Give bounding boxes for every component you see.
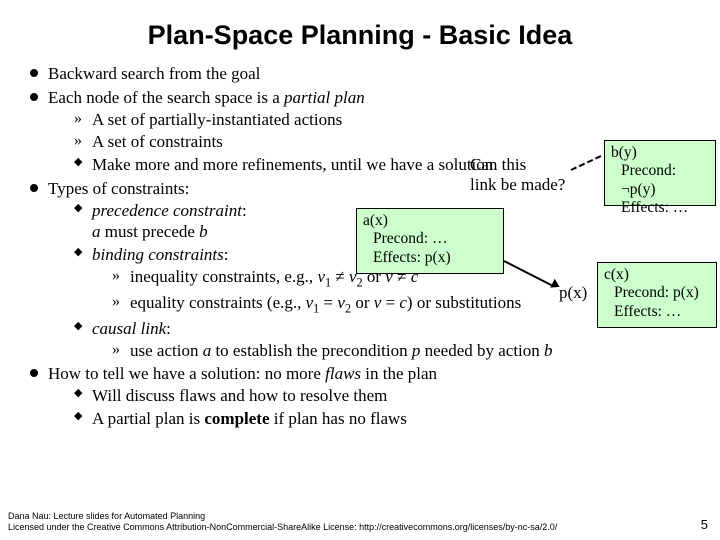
- q-line1: Can this: [470, 155, 526, 174]
- text: use action: [130, 341, 203, 360]
- footer-line2: Licensed under the Creative Commons Attr…: [8, 522, 557, 532]
- text: :: [224, 245, 229, 264]
- v: v: [317, 267, 325, 286]
- text: Backward search from the goal: [48, 64, 260, 83]
- text-italic: causal link: [92, 319, 166, 338]
- box-b: b(y) Precond: ¬p(y) Effects: …: [604, 140, 716, 206]
- text: needed by action: [420, 341, 544, 360]
- text-italic: b: [199, 222, 208, 241]
- text-italic: flaws: [325, 364, 361, 383]
- bullet-2: Each node of the search space is a parti…: [28, 87, 698, 176]
- text-italic: precedence constraint: [92, 201, 242, 220]
- footer: Dana Nau: Lecture slides for Automated P…: [8, 511, 692, 532]
- text: in the plan: [361, 364, 437, 383]
- px-label: p(x): [559, 283, 587, 303]
- footer-line1: Dana Nau: Lecture slides for Automated P…: [8, 511, 205, 521]
- text: equality constraints (e.g.,: [130, 293, 306, 312]
- text-italic: binding constraints: [92, 245, 224, 264]
- bullet-4: How to tell we have a solution: no more …: [28, 363, 698, 429]
- text: How to tell we have a solution: no more: [48, 364, 325, 383]
- v: v: [337, 293, 345, 312]
- box-c: c(x) Precond: p(x) Effects: …: [597, 262, 717, 328]
- sub2-bullet: use action a to establish the preconditi…: [112, 340, 698, 362]
- page-number: 5: [701, 517, 708, 532]
- text: =: [319, 293, 337, 312]
- box-b-precond: Precond: ¬p(y): [611, 162, 709, 199]
- text: Each node of the search space is a: [48, 88, 284, 107]
- text: to establish the precondition: [211, 341, 412, 360]
- c: c: [399, 293, 407, 312]
- text: A partial plan is: [92, 409, 204, 428]
- a: a: [203, 341, 212, 360]
- box-c-name: c(x): [604, 266, 710, 284]
- text: Types of constraints:: [48, 179, 189, 198]
- text: A set of partially-instantiated actions: [92, 110, 342, 129]
- text: inequality constraints, e.g.,: [130, 267, 317, 286]
- sub-bullet: A set of partially-instantiated actions: [74, 109, 698, 131]
- text: or: [351, 293, 374, 312]
- q-line2: link be made?: [470, 175, 565, 194]
- sub-bullet: Will discuss flaws and how to resolve th…: [74, 385, 698, 407]
- text: ≠: [331, 267, 349, 286]
- text-italic: a: [92, 222, 101, 241]
- box-a-precond: Precond: …: [363, 230, 497, 248]
- text-italic: partial plan: [284, 88, 365, 107]
- text: A set of constraints: [92, 132, 223, 151]
- box-a-effects: Effects: p(x): [363, 249, 497, 267]
- text: =: [381, 293, 399, 312]
- slide-title: Plan-Space Planning - Basic Idea: [22, 20, 698, 51]
- box-b-effects: Effects: …: [611, 199, 709, 217]
- text: must precede: [101, 222, 200, 241]
- slide: Plan-Space Planning - Basic Idea Backwar…: [0, 0, 720, 540]
- text: if plan has no flaws: [270, 409, 407, 428]
- text: ) or substitutions: [407, 293, 521, 312]
- box-b-name: b(y): [611, 144, 709, 162]
- text: :: [242, 201, 247, 220]
- box-c-precond: Precond: p(x): [604, 284, 710, 302]
- text: Make more and more refinements, until we…: [92, 155, 493, 174]
- box-c-effects: Effects: …: [604, 303, 710, 321]
- text: :: [166, 319, 171, 338]
- box-a: a(x) Precond: … Effects: p(x): [356, 208, 504, 274]
- text-bold: complete: [204, 409, 269, 428]
- sub-bullet: A partial plan is complete if plan has n…: [74, 408, 698, 430]
- bullet-1: Backward search from the goal: [28, 63, 698, 85]
- b: b: [544, 341, 553, 360]
- box-a-name: a(x): [363, 212, 497, 230]
- text: Will discuss flaws and how to resolve th…: [92, 386, 387, 405]
- question-text: Can this link be made?: [470, 155, 565, 196]
